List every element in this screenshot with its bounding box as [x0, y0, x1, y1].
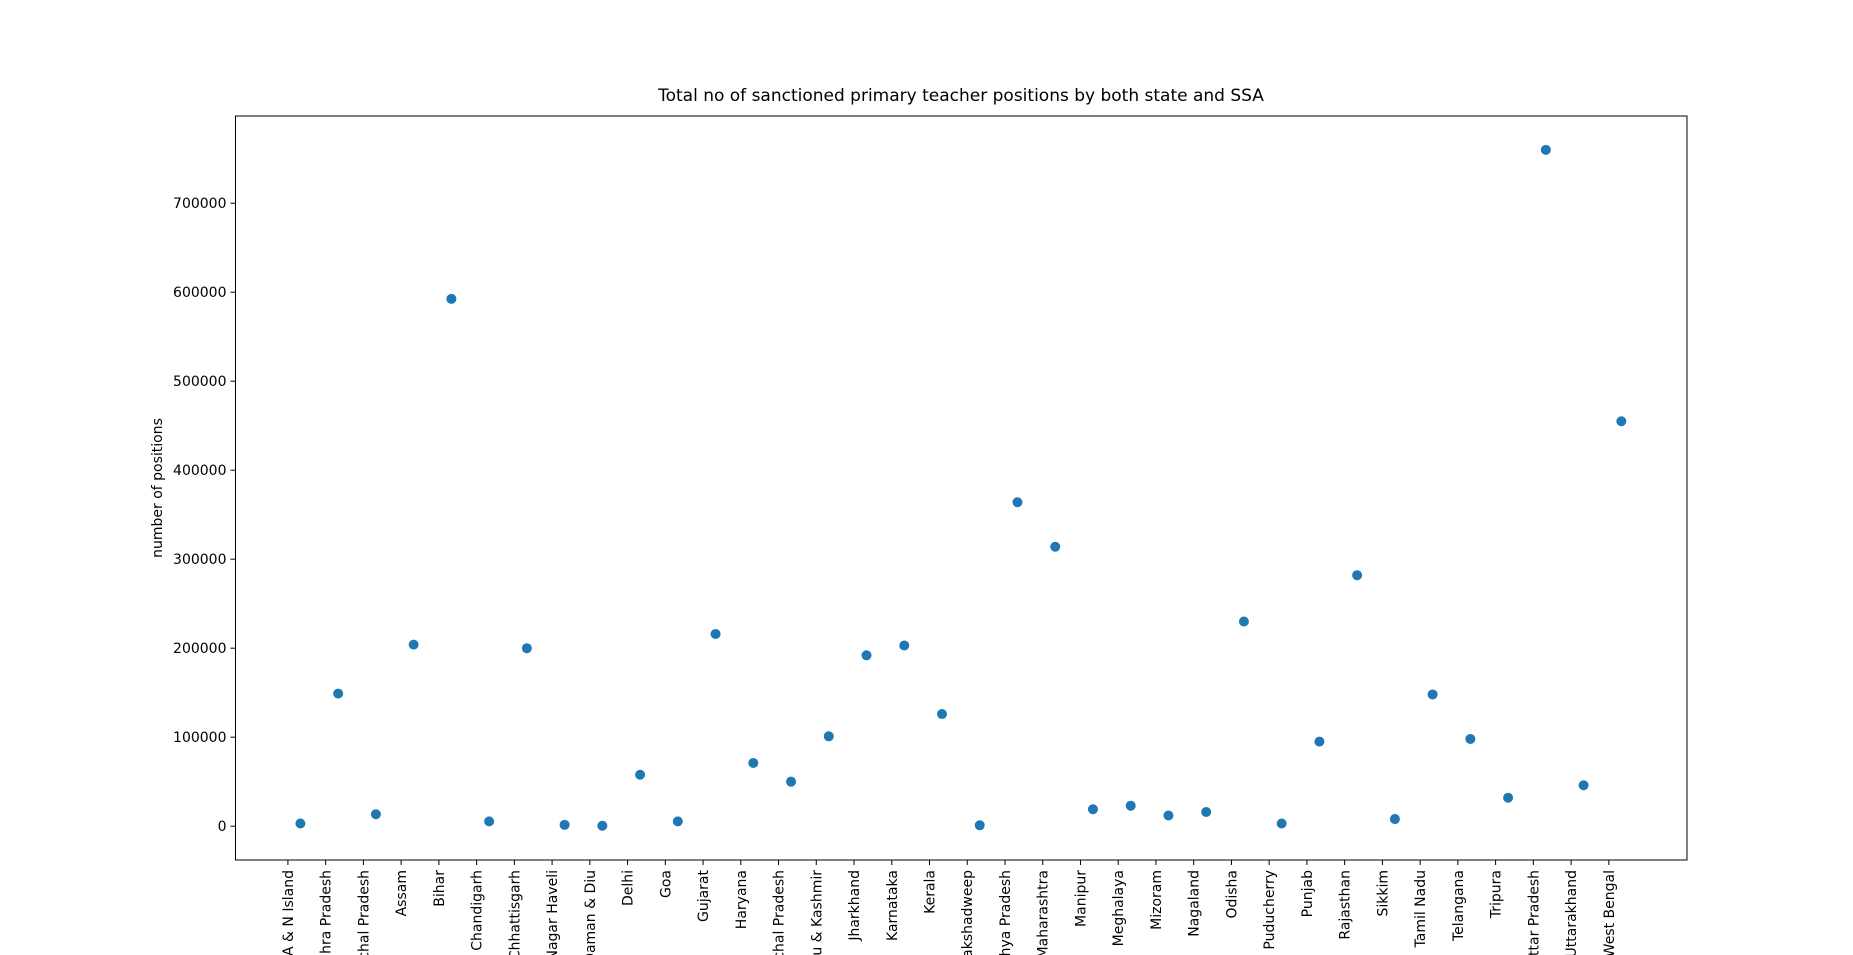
x-tick-label: Assam	[394, 870, 410, 916]
point	[974, 820, 985, 831]
x-tick-label: Goa	[658, 870, 674, 898]
point	[1465, 733, 1476, 744]
point	[333, 688, 344, 699]
point	[295, 818, 306, 829]
point	[1163, 810, 1174, 821]
x-tick-label: Chhattisgarh	[507, 870, 523, 955]
y-tick-label: 0	[218, 819, 227, 835]
point	[1087, 804, 1098, 815]
point	[823, 731, 834, 742]
x-tick-label: Bihar	[432, 870, 448, 907]
point	[408, 639, 419, 650]
point	[1540, 144, 1551, 155]
x-tick-label: Uttarakhand	[1564, 870, 1580, 955]
y-tick-label: 500000	[173, 374, 226, 390]
y-tick-label: 100000	[173, 730, 226, 746]
point	[710, 628, 721, 639]
point	[1050, 541, 1061, 552]
x-tick-label: Himachal Pradesh	[772, 870, 788, 955]
x-tick-label: Odisha	[1224, 870, 1240, 919]
x-tick-label: Tamil Nadu	[1413, 870, 1429, 949]
point	[748, 757, 759, 768]
point	[1125, 800, 1136, 811]
point	[1012, 497, 1023, 508]
point	[521, 643, 532, 654]
point	[861, 650, 872, 661]
x-tick-label: Meghalaya	[1111, 870, 1127, 946]
x-tick-label: Maharashtra	[1036, 870, 1052, 955]
x-tick-label: Chandigarh	[470, 870, 486, 951]
x-tick-label: Sikkim	[1375, 870, 1391, 917]
y-tick-label: 200000	[173, 641, 226, 657]
x-tick-label: Manipur	[1073, 870, 1089, 927]
point	[1616, 416, 1627, 427]
x-tick-label: Madhya Pradesh	[998, 870, 1014, 955]
point	[1238, 616, 1249, 627]
y-axis-label: number of positions	[150, 418, 166, 558]
x-tick-label: Punjab	[1300, 870, 1316, 917]
point	[1578, 780, 1589, 791]
x-tick-label: Uttar Pradesh	[1526, 870, 1542, 955]
point	[597, 820, 608, 831]
y-tick-label: 300000	[173, 552, 226, 568]
point	[559, 819, 570, 830]
y-tick-label: 700000	[173, 196, 226, 212]
x-tick-label: Delhi	[621, 870, 637, 906]
plot-frame	[235, 115, 1688, 861]
x-tick-label: Daman & Diu	[583, 870, 599, 955]
x-tick-label: Karnataka	[885, 870, 901, 941]
x-tick-label: A & N Island	[281, 870, 297, 955]
point	[1201, 806, 1212, 817]
point	[1276, 818, 1287, 829]
x-tick-label: Haryana	[734, 870, 750, 929]
x-tick-label: Jharkhand	[847, 870, 863, 942]
x-tick-label: Lakshadweep	[960, 870, 976, 955]
x-tick-label: West Bengal	[1602, 870, 1618, 955]
x-tick-label: Nagaland	[1187, 870, 1203, 937]
point	[786, 776, 797, 787]
x-tick-label: Mizoram	[1149, 870, 1165, 930]
chart-title: Total no of sanctioned primary teacher p…	[657, 86, 1264, 106]
x-tick-label: Kerala	[923, 870, 939, 914]
point	[635, 769, 646, 780]
x-tick-label: Arunachal Pradesh	[356, 870, 372, 955]
point	[1389, 814, 1400, 825]
point	[1503, 792, 1514, 803]
x-tick-label: Dadra & Nagar Haveli	[545, 870, 561, 955]
point	[1352, 570, 1363, 581]
x-tick-label: Tripura	[1489, 870, 1505, 919]
point	[370, 809, 381, 820]
x-tick-label: Jammu & Kashmir	[809, 870, 825, 955]
point	[446, 293, 457, 304]
point	[484, 816, 495, 827]
point	[899, 640, 910, 651]
point	[1427, 689, 1438, 700]
point	[672, 816, 683, 827]
x-tick-label: Rajasthan	[1338, 870, 1354, 940]
x-tick-label: Puducherry	[1262, 870, 1278, 950]
point	[1314, 736, 1325, 747]
y-tick-label: 600000	[173, 285, 226, 301]
y-tick-label: 400000	[173, 463, 226, 479]
x-tick-label: Andhra Pradesh	[319, 870, 335, 955]
point	[937, 709, 948, 720]
x-tick-label: Gujarat	[696, 869, 712, 922]
x-tick-label: Telangana	[1451, 870, 1467, 942]
